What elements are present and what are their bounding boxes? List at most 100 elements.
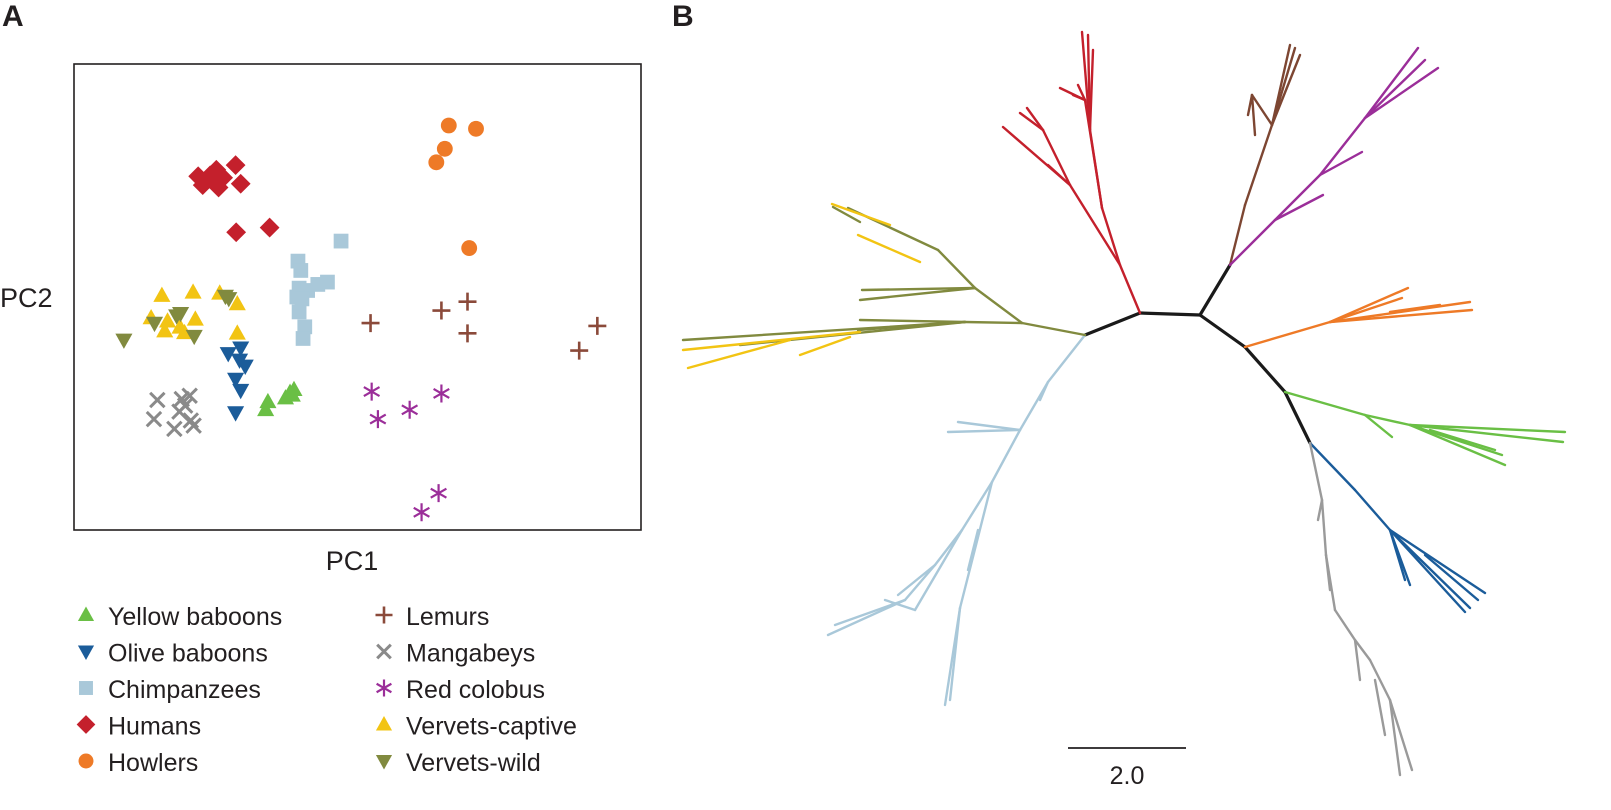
tree-branch-vervets-wild: [973, 286, 1024, 325]
point-vervets-captive: [186, 310, 204, 326]
tree-branch-vervets-wild: [963, 320, 1024, 325]
legend-marker-lemurs: [375, 606, 393, 624]
point-red-colobus: [413, 503, 430, 522]
tree-branch-chimpanzees: [946, 428, 1022, 434]
legend-label-yellow-baboons: Yellow baboons: [108, 603, 282, 631]
tree-branch-humans: [1100, 206, 1122, 267]
legend-item-mangabeys: Mangabeys: [376, 640, 535, 668]
point-chimpanzees: [294, 291, 310, 307]
point-yellow-baboons: [283, 386, 301, 402]
tree-branch-mangabeys: [1320, 498, 1328, 557]
point-howlers: [468, 120, 484, 137]
point-yellow-baboons: [259, 392, 277, 409]
point-mangabeys: [166, 420, 183, 438]
tree-branch-lemurs: [1250, 93, 1274, 127]
tree-branch-red-colobus: [1363, 46, 1420, 120]
series-olive-baboons: [219, 341, 254, 422]
tree-branch-vervets-wild: [860, 286, 977, 292]
tree-branch-mangabeys: [1333, 608, 1357, 642]
point-lemurs: [570, 341, 589, 360]
point-howlers: [440, 117, 457, 134]
legend-item-humans: Humans: [76, 713, 201, 741]
point-mangabeys: [181, 387, 198, 405]
point-chimpanzees: [293, 263, 309, 278]
point-red-colobus: [363, 382, 381, 401]
legend-label-chimpanzees: Chimpanzees: [108, 676, 261, 704]
point-humans: [226, 222, 247, 243]
panel-a-letter: A: [2, 0, 24, 33]
legend-label-mangabeys: Mangabeys: [406, 640, 535, 668]
tree-branch-vervets-wild: [831, 205, 862, 224]
scatter-points: [115, 117, 607, 522]
point-vervets-wild: [220, 292, 238, 308]
tree-branch-mangabeys: [1353, 638, 1372, 662]
point-vervets-captive: [228, 324, 246, 340]
point-lemurs: [458, 292, 477, 311]
legend-item-lemurs: Lemurs: [375, 603, 489, 631]
point-mangabeys: [145, 410, 163, 428]
legend-marker-vervets-captive: [375, 716, 393, 731]
point-vervets-captive: [156, 322, 174, 338]
series-vervets-wild: [115, 289, 238, 349]
point-chimpanzees: [295, 331, 311, 346]
legend-item-olive-baboons: Olive baboons: [77, 640, 268, 668]
tree-branch-backbone: [1198, 263, 1232, 317]
tree-branch-backbone: [1138, 311, 1202, 317]
series-lemurs: [361, 292, 607, 360]
legend-marker-mangabeys: [376, 643, 392, 660]
tree-branch-vervets-wild: [681, 320, 967, 342]
legend-item-red-colobus: Red colobus: [376, 676, 545, 704]
point-humans: [230, 173, 251, 194]
point-red-colobus: [430, 484, 447, 503]
series-howlers: [428, 117, 484, 256]
tree-branch-yellow-baboons: [1408, 423, 1507, 467]
tree-branch-red-colobus: [1318, 116, 1367, 177]
tree-branch-chimpanzees: [903, 563, 937, 602]
legend-label-olive-baboons: Olive baboons: [108, 640, 268, 668]
point-yellow-baboons: [257, 400, 275, 417]
legend-marker-vervets-wild: [375, 755, 393, 770]
tree-branch-vervets-wild: [858, 318, 967, 324]
point-vervets-wild: [185, 329, 203, 346]
tree-branch-vervets-wild: [936, 248, 977, 290]
tree-branch-humans: [1068, 183, 1122, 267]
point-lemurs: [588, 316, 607, 335]
tree-branch-humans: [1076, 83, 1087, 102]
tree-branch-mangabeys: [1308, 441, 1324, 502]
point-red-colobus: [369, 410, 387, 429]
tree-branch-vervets-wild: [858, 286, 977, 302]
point-chimpanzees: [320, 274, 335, 290]
tree-branch-vervets-captive: [856, 233, 922, 264]
tree-branch-yellow-baboons: [1283, 390, 1367, 417]
tree-branch-yellow-baboons: [1428, 428, 1497, 452]
tree-branch-howlers: [1328, 296, 1404, 324]
tree-branch-howlers: [1328, 308, 1474, 324]
tree-branch-olive-baboons: [1388, 528, 1467, 614]
point-humans: [205, 172, 226, 193]
legend-marker-howlers: [78, 753, 94, 769]
point-olive-baboons: [232, 383, 250, 400]
tree-branch-mangabeys: [1388, 698, 1414, 772]
tree-branch-yellow-baboons: [1408, 423, 1565, 444]
tree-branch-red-colobus: [1363, 66, 1440, 120]
tree-branch-chimpanzees: [896, 563, 937, 597]
tree-branch-vervets-captive: [686, 338, 792, 370]
point-mangabeys: [176, 397, 194, 414]
point-olive-baboons: [232, 341, 250, 357]
legend-label-howlers: Howlers: [108, 749, 198, 777]
tree-branch-backbone: [1243, 345, 1287, 394]
point-chimpanzees: [291, 304, 307, 320]
point-olive-baboons: [227, 406, 245, 422]
legend-label-red-colobus: Red colobus: [406, 676, 545, 704]
tree-branch-chimpanzees: [958, 480, 994, 610]
tree-branch-mangabeys: [1353, 638, 1362, 682]
tree-branch-mangabeys: [1324, 553, 1332, 592]
legend-item-yellow-baboons: Yellow baboons: [77, 603, 282, 631]
legend-item-vervets-wild: Vervets-wild: [375, 749, 541, 777]
tree-branch-yellow-baboons: [1363, 413, 1394, 439]
point-olive-baboons: [231, 353, 249, 369]
legend: Yellow baboons Olive baboons Chimpanzees Hu…: [76, 603, 577, 777]
point-vervets-captive: [153, 286, 171, 302]
tree-branch-backbone: [1198, 313, 1247, 349]
point-olive-baboons: [227, 372, 245, 389]
